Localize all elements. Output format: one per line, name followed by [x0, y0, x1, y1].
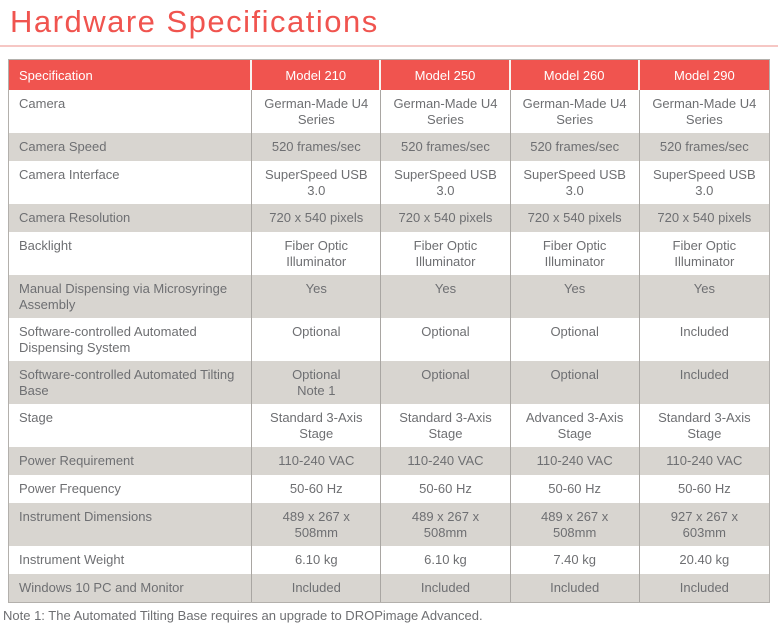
- spec-value-model-210: SuperSpeed USB 3.0: [252, 160, 382, 204]
- column-header-model-250: Model 250: [381, 59, 511, 90]
- spec-value-model-290: Fiber Optic Illuminator: [672, 237, 737, 269]
- spec-value-model-250: 50-60 Hz: [381, 474, 511, 503]
- spec-label: Stage: [9, 403, 253, 447]
- footnote: Note 1: The Automated Tilting Base requi…: [3, 607, 483, 623]
- table-row: Stage Standard 3-Axis Stage Standard 3-A…: [9, 403, 769, 447]
- spec-value-model-210: 6.10 kg: [252, 545, 382, 574]
- spec-label: Instrument Dimensions: [9, 502, 253, 546]
- spec-value-model-290: 520 frames/sec: [659, 138, 749, 154]
- table-row: Windows 10 PC and Monitor Included Inclu…: [9, 573, 769, 602]
- spec-value-model-250: Included: [381, 573, 511, 602]
- spec-label: Backlight: [9, 231, 253, 275]
- spec-value-model-250: Optional: [381, 360, 511, 404]
- table-row: Software-controlled Automated Tilting Ba…: [9, 360, 769, 404]
- spec-value-model-250: 489 x 267 x 508mm: [381, 502, 511, 546]
- spec-value-model-260: Advanced 3-Axis Stage: [511, 403, 640, 447]
- spec-value-model-290: 110-240 VAC: [666, 452, 743, 468]
- spec-value-model-290: German-Made U4 Series: [652, 95, 757, 127]
- spec-value-model-290: 50-60 Hz: [677, 480, 731, 496]
- table-row: Power Requirement 110-240 VAC 110-240 VA…: [9, 446, 769, 475]
- spec-value-model-250: 6.10 kg: [381, 545, 511, 574]
- spec-value-model-260: German-Made U4 Series: [511, 89, 640, 133]
- spec-value-model-250: Standard 3-Axis Stage: [381, 403, 511, 447]
- column-header-model-210: Model 210: [252, 59, 382, 90]
- spec-label: Camera Speed: [9, 132, 253, 161]
- table-row: Instrument Dimensions 489 x 267 x 508mm …: [9, 502, 769, 546]
- spec-value-model-210: Fiber Optic Illuminator: [252, 231, 382, 275]
- table-row: Camera Resolution 720 x 540 pixels 720 x…: [9, 203, 769, 232]
- spec-value-model-210: Standard 3-Axis Stage: [252, 403, 382, 447]
- spec-value-model-260: 7.40 kg: [511, 545, 640, 574]
- spec-label: Camera Resolution: [9, 203, 253, 232]
- spec-value-model-260: 520 frames/sec: [511, 132, 640, 161]
- spec-value-model-290: 20.40 kg: [679, 551, 730, 567]
- spec-value-model-260: Included: [511, 573, 640, 602]
- spec-label: Manual Dispensing via Microsyringe Assem…: [9, 274, 253, 318]
- spec-value-model-260: Optional: [511, 317, 640, 361]
- table-body: Camera German-Made U4 Series German-Made…: [9, 89, 769, 602]
- spec-value-model-250: 720 x 540 pixels: [381, 203, 511, 232]
- spec-value-model-210: 520 frames/sec: [252, 132, 382, 161]
- page-title: Hardware Specifications: [10, 4, 379, 39]
- spec-label: Power Requirement: [9, 446, 253, 475]
- spec-value-model-290: 927 x 267 x 603mm: [670, 508, 738, 540]
- table-row: Instrument Weight 6.10 kg 6.10 kg 7.40 k…: [9, 545, 769, 574]
- spec-value-model-260: Optional: [511, 360, 640, 404]
- spec-value-model-210: Optional Note 1: [252, 360, 382, 404]
- spec-value-model-290: Included: [679, 366, 729, 382]
- table-row: Camera Speed 520 frames/sec 520 frames/s…: [9, 132, 769, 161]
- hardware-spec-table: Specification Model 210 Model 250 Model …: [8, 58, 770, 603]
- spec-value-model-260: 489 x 267 x 508mm: [511, 502, 640, 546]
- spec-value-model-210: Yes: [252, 274, 382, 318]
- spec-label: Camera Interface: [9, 160, 253, 204]
- spec-value-model-250: Fiber Optic Illuminator: [381, 231, 511, 275]
- spec-value-model-250: 110-240 VAC: [381, 446, 511, 475]
- spec-value-model-250: 520 frames/sec: [381, 132, 511, 161]
- table-row: Camera German-Made U4 Series German-Made…: [9, 89, 769, 133]
- spec-value-model-250: German-Made U4 Series: [381, 89, 511, 133]
- spec-value-model-250: Yes: [381, 274, 511, 318]
- table-row: Manual Dispensing via Microsyringe Assem…: [9, 274, 769, 318]
- spec-label: Instrument Weight: [9, 545, 253, 574]
- spec-value-model-290: Included: [679, 579, 729, 595]
- spec-label: Software-controlled Automated Dispensing…: [9, 317, 253, 361]
- table-row: Power Frequency 50-60 Hz 50-60 Hz 50-60 …: [9, 474, 769, 503]
- spec-value-model-260: SuperSpeed USB 3.0: [511, 160, 640, 204]
- table-row: Camera Interface SuperSpeed USB 3.0 Supe…: [9, 160, 769, 204]
- spec-value-model-210: 50-60 Hz: [252, 474, 382, 503]
- spec-value-model-260: 110-240 VAC: [511, 446, 640, 475]
- spec-value-model-290: 720 x 540 pixels: [657, 209, 752, 225]
- spec-value-model-260: Yes: [511, 274, 640, 318]
- spec-value-model-210: German-Made U4 Series: [252, 89, 382, 133]
- spec-value-model-210: 110-240 VAC: [252, 446, 382, 475]
- spec-value-model-290: Standard 3-Axis Stage: [658, 409, 751, 441]
- spec-value-model-260: 50-60 Hz: [511, 474, 640, 503]
- spec-value-model-250: SuperSpeed USB 3.0: [381, 160, 511, 204]
- spec-value-model-210: 489 x 267 x 508mm: [252, 502, 382, 546]
- spec-value-model-250: Optional: [381, 317, 511, 361]
- spec-value-model-260: 720 x 540 pixels: [511, 203, 640, 232]
- title-underline: [0, 44, 778, 47]
- spec-value-model-210: Included: [252, 573, 382, 602]
- table-header-row: Specification Model 210 Model 250 Model …: [9, 59, 769, 90]
- spec-value-model-290: Included: [679, 323, 729, 339]
- spec-value-model-290: SuperSpeed USB 3.0: [653, 166, 756, 198]
- column-header-specification: Specification: [9, 59, 253, 90]
- table-row: Backlight Fiber Optic Illuminator Fiber …: [9, 231, 769, 275]
- spec-label: Software-controlled Automated Tilting Ba…: [9, 360, 253, 404]
- spec-label: Power Frequency: [9, 474, 253, 503]
- table-row: Software-controlled Automated Dispensing…: [9, 317, 769, 361]
- spec-value-model-210: 720 x 540 pixels: [252, 203, 382, 232]
- column-header-model-260: Model 260: [510, 59, 640, 90]
- spec-value-model-290: Yes: [693, 280, 715, 296]
- spec-value-model-260: Fiber Optic Illuminator: [511, 231, 640, 275]
- spec-label: Camera: [9, 89, 253, 133]
- spec-value-model-210: Optional: [252, 317, 382, 361]
- column-header-model-290: Model 290: [639, 59, 769, 90]
- spec-label: Windows 10 PC and Monitor: [9, 573, 253, 602]
